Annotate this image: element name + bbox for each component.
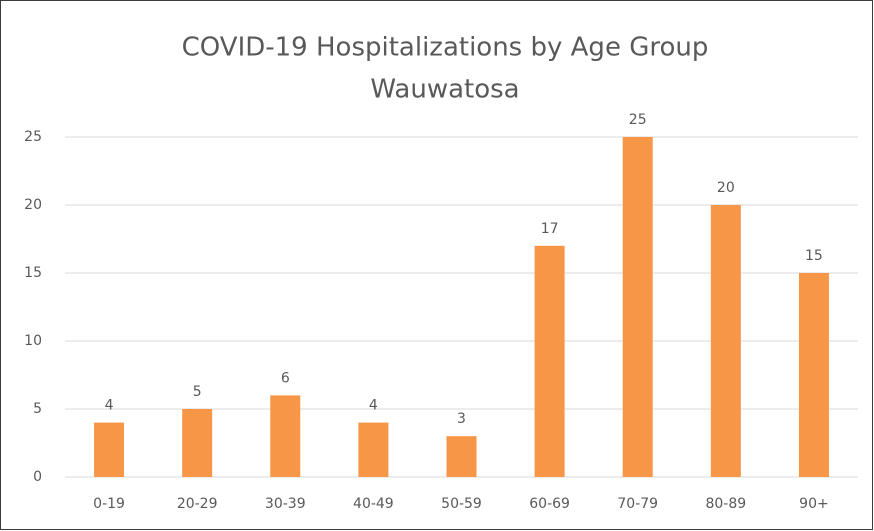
bar [446, 436, 477, 477]
y-tick-label: 20 [24, 197, 42, 213]
y-tick-label: 5 [33, 401, 42, 417]
x-tick-label: 70-79 [617, 496, 658, 512]
x-tick-label: 30-39 [265, 496, 306, 512]
data-label: 20 [717, 180, 735, 196]
bar [710, 205, 741, 477]
x-tick-label: 0-19 [93, 496, 125, 512]
data-label: 5 [193, 384, 202, 400]
x-tick-label: 40-49 [353, 496, 394, 512]
x-tick-label: 20-29 [177, 496, 218, 512]
bar [358, 422, 389, 477]
bar [798, 273, 829, 477]
y-tick-label: 15 [24, 265, 42, 281]
data-label: 3 [457, 411, 466, 427]
bar [182, 409, 213, 477]
x-tick-label: 90+ [799, 496, 829, 512]
data-label: 25 [629, 112, 647, 128]
chart-title: COVID-19 Hospitalizations by Age Group [182, 33, 709, 63]
x-tick-label: 80-89 [705, 496, 746, 512]
y-tick-label: 10 [24, 333, 42, 349]
data-label: 6 [281, 370, 290, 386]
x-tick-label: 60-69 [529, 496, 570, 512]
bar [270, 395, 301, 477]
bar [534, 245, 565, 477]
data-label: 4 [105, 398, 114, 414]
bar [622, 137, 653, 477]
data-label: 15 [805, 248, 823, 264]
data-label: 4 [369, 398, 378, 414]
x-tick-label: 50-59 [441, 496, 482, 512]
y-tick-label: 25 [24, 129, 42, 145]
data-label: 17 [541, 221, 559, 237]
y-tick-label: 0 [33, 469, 42, 485]
bar [94, 422, 125, 477]
chart-subtitle: Wauwatosa [370, 75, 519, 105]
